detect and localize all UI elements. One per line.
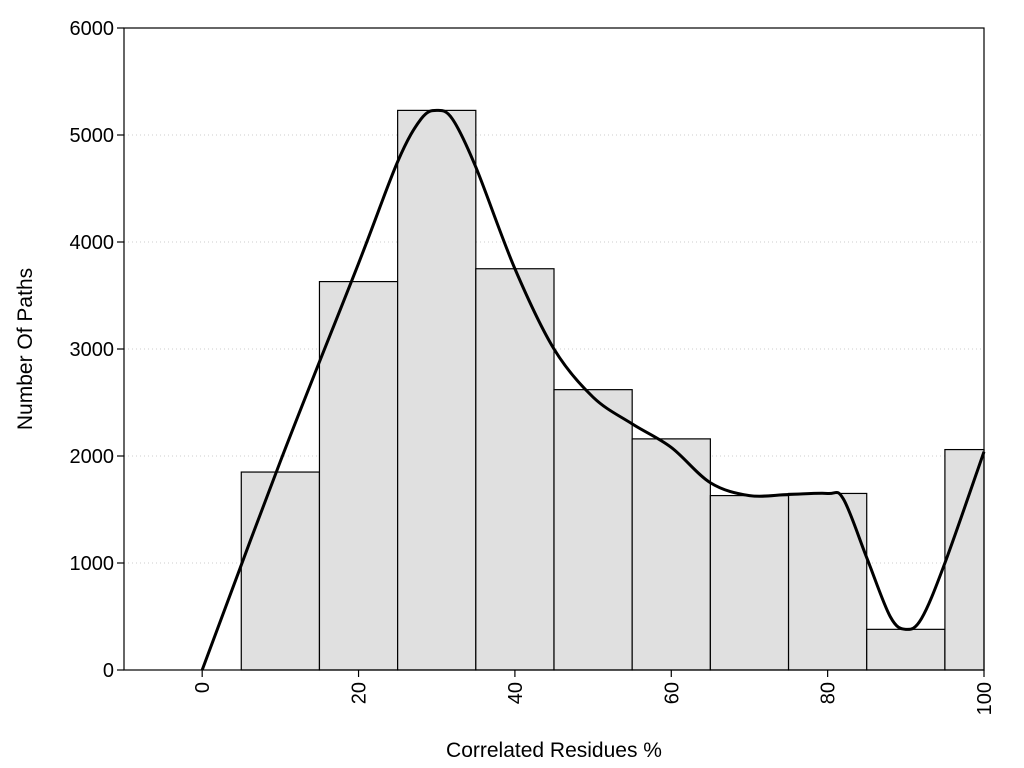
y-tick-label: 1000 <box>70 553 115 575</box>
histogram-bar <box>240 471 321 671</box>
y-tick-label: 2000 <box>70 446 115 468</box>
histogram-bar <box>944 448 985 671</box>
histogram-bar <box>709 494 790 671</box>
histogram-bar <box>553 389 633 671</box>
histogram-bar <box>866 628 946 671</box>
histogram-bar <box>397 109 477 671</box>
x-tick-label: 100 <box>974 682 996 715</box>
x-tick-label: 80 <box>818 682 840 704</box>
histogram-bar <box>318 280 399 671</box>
histogram-bar <box>787 492 868 671</box>
x-tick-label: 0 <box>192 682 214 693</box>
x-axis-title: Correlated Residues % <box>446 739 662 762</box>
x-axis-ticks: 0 20 40 60 80 100 <box>192 670 996 715</box>
smoothed-curve <box>200 108 986 671</box>
y-tick-label: 0 <box>103 660 114 682</box>
y-tick-label: 6000 <box>70 18 115 40</box>
x-tick-label: 60 <box>661 682 683 704</box>
histogram-bars <box>240 109 985 671</box>
x-tick-label: 40 <box>505 682 527 704</box>
y-tick-label: 5000 <box>70 125 115 147</box>
y-tick-label: 4000 <box>70 232 115 254</box>
x-tick-label: 20 <box>349 682 371 704</box>
y-axis-title: Number Of Paths <box>14 268 37 430</box>
y-axis-ticks: 0 1000 2000 3000 4000 5000 6000 <box>70 18 124 682</box>
y-tick-label: 3000 <box>70 339 115 361</box>
